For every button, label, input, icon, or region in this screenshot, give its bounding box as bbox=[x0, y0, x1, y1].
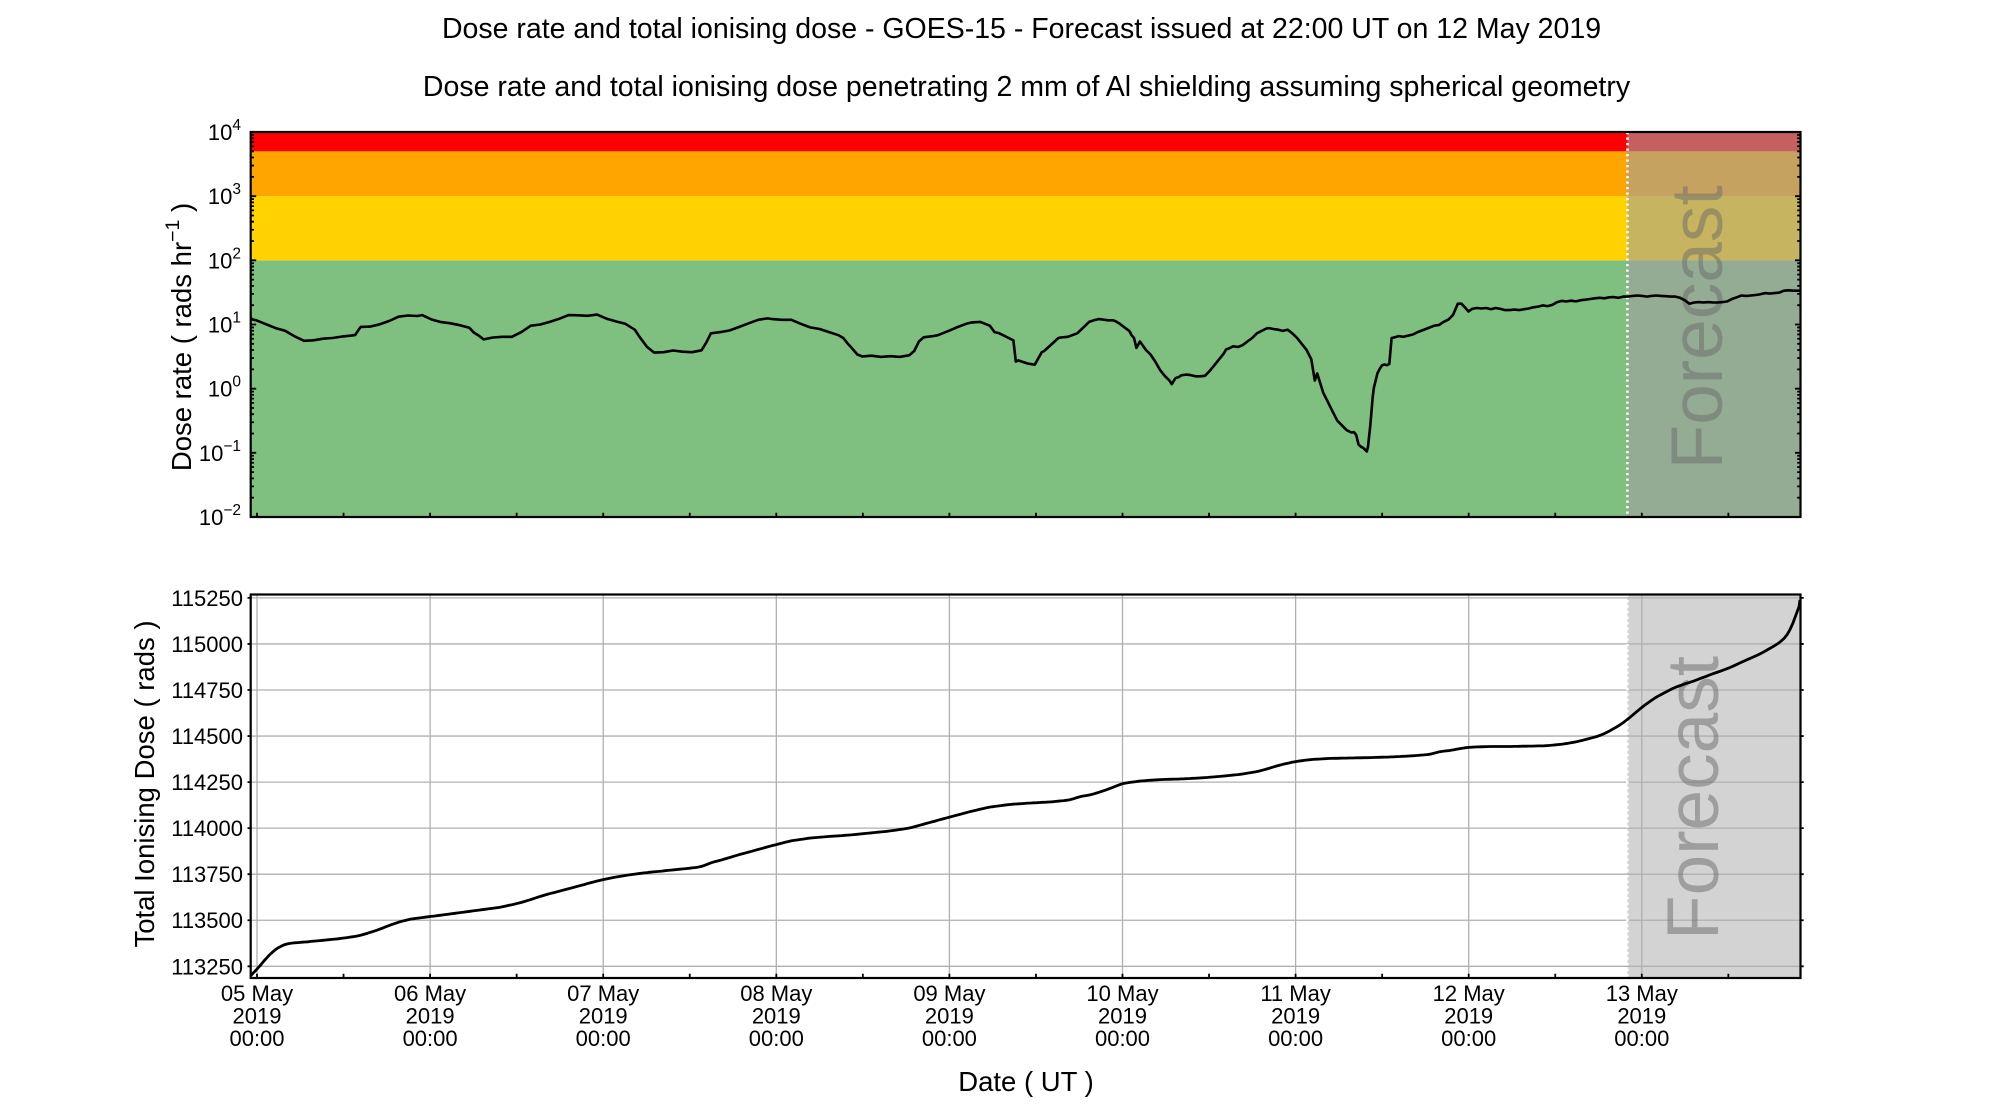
svg-text:2019: 2019 bbox=[406, 1004, 455, 1029]
svg-text:11 May: 11 May bbox=[1260, 981, 1331, 1006]
svg-text:09 May: 09 May bbox=[913, 981, 985, 1006]
svg-text:2019: 2019 bbox=[1098, 1004, 1147, 1029]
svg-text:00:00: 00:00 bbox=[1268, 1026, 1323, 1051]
svg-text:2019: 2019 bbox=[1444, 1004, 1493, 1029]
svg-text:00:00: 00:00 bbox=[1441, 1026, 1496, 1051]
svg-text:2019: 2019 bbox=[1271, 1004, 1320, 1029]
svg-text:2019: 2019 bbox=[752, 1004, 801, 1029]
svg-text:12 May: 12 May bbox=[1433, 981, 1505, 1006]
svg-text:08 May: 08 May bbox=[740, 981, 812, 1006]
svg-text:Dose rate and total ionising d: Dose rate and total ionising dose penetr… bbox=[423, 71, 1631, 103]
svg-text:00:00: 00:00 bbox=[229, 1026, 284, 1051]
svg-text:114750: 114750 bbox=[171, 678, 243, 703]
svg-text:113750: 113750 bbox=[171, 862, 243, 887]
svg-text:13 May: 13 May bbox=[1606, 981, 1678, 1006]
svg-text:05 May: 05 May bbox=[221, 981, 293, 1006]
svg-text:113250: 113250 bbox=[171, 954, 243, 979]
svg-text:00:00: 00:00 bbox=[749, 1026, 804, 1051]
svg-text:00:00: 00:00 bbox=[1614, 1026, 1669, 1051]
svg-text:113500: 113500 bbox=[171, 908, 243, 933]
svg-text:00:00: 00:00 bbox=[922, 1026, 977, 1051]
svg-text:00:00: 00:00 bbox=[1095, 1026, 1150, 1051]
svg-text:Date ( UT ): Date ( UT ) bbox=[958, 1066, 1094, 1097]
svg-text:114250: 114250 bbox=[171, 770, 243, 795]
svg-text:07 May: 07 May bbox=[567, 981, 639, 1006]
svg-text:2019: 2019 bbox=[233, 1004, 282, 1029]
svg-text:00:00: 00:00 bbox=[403, 1026, 458, 1051]
svg-text:Forecast: Forecast bbox=[1653, 656, 1734, 940]
svg-text:2019: 2019 bbox=[925, 1004, 974, 1029]
svg-text:10 May: 10 May bbox=[1086, 981, 1158, 1006]
svg-text:114000: 114000 bbox=[171, 816, 243, 841]
svg-text:2019: 2019 bbox=[1617, 1004, 1666, 1029]
svg-text:00:00: 00:00 bbox=[576, 1026, 631, 1051]
svg-text:06 May: 06 May bbox=[394, 981, 466, 1006]
svg-text:Dose rate ( rads hr−1 ): Dose rate ( rads hr−1 ) bbox=[162, 203, 197, 471]
svg-text:115250: 115250 bbox=[171, 586, 243, 611]
svg-text:115000: 115000 bbox=[171, 632, 243, 657]
svg-text:Dose rate and total ionising d: Dose rate and total ionising dose - GOES… bbox=[442, 13, 1601, 45]
svg-text:Total Ionising Dose ( rads ): Total Ionising Dose ( rads ) bbox=[129, 620, 160, 947]
svg-text:114500: 114500 bbox=[171, 724, 243, 749]
svg-text:Forecast: Forecast bbox=[1657, 185, 1738, 469]
svg-text:2019: 2019 bbox=[579, 1004, 628, 1029]
